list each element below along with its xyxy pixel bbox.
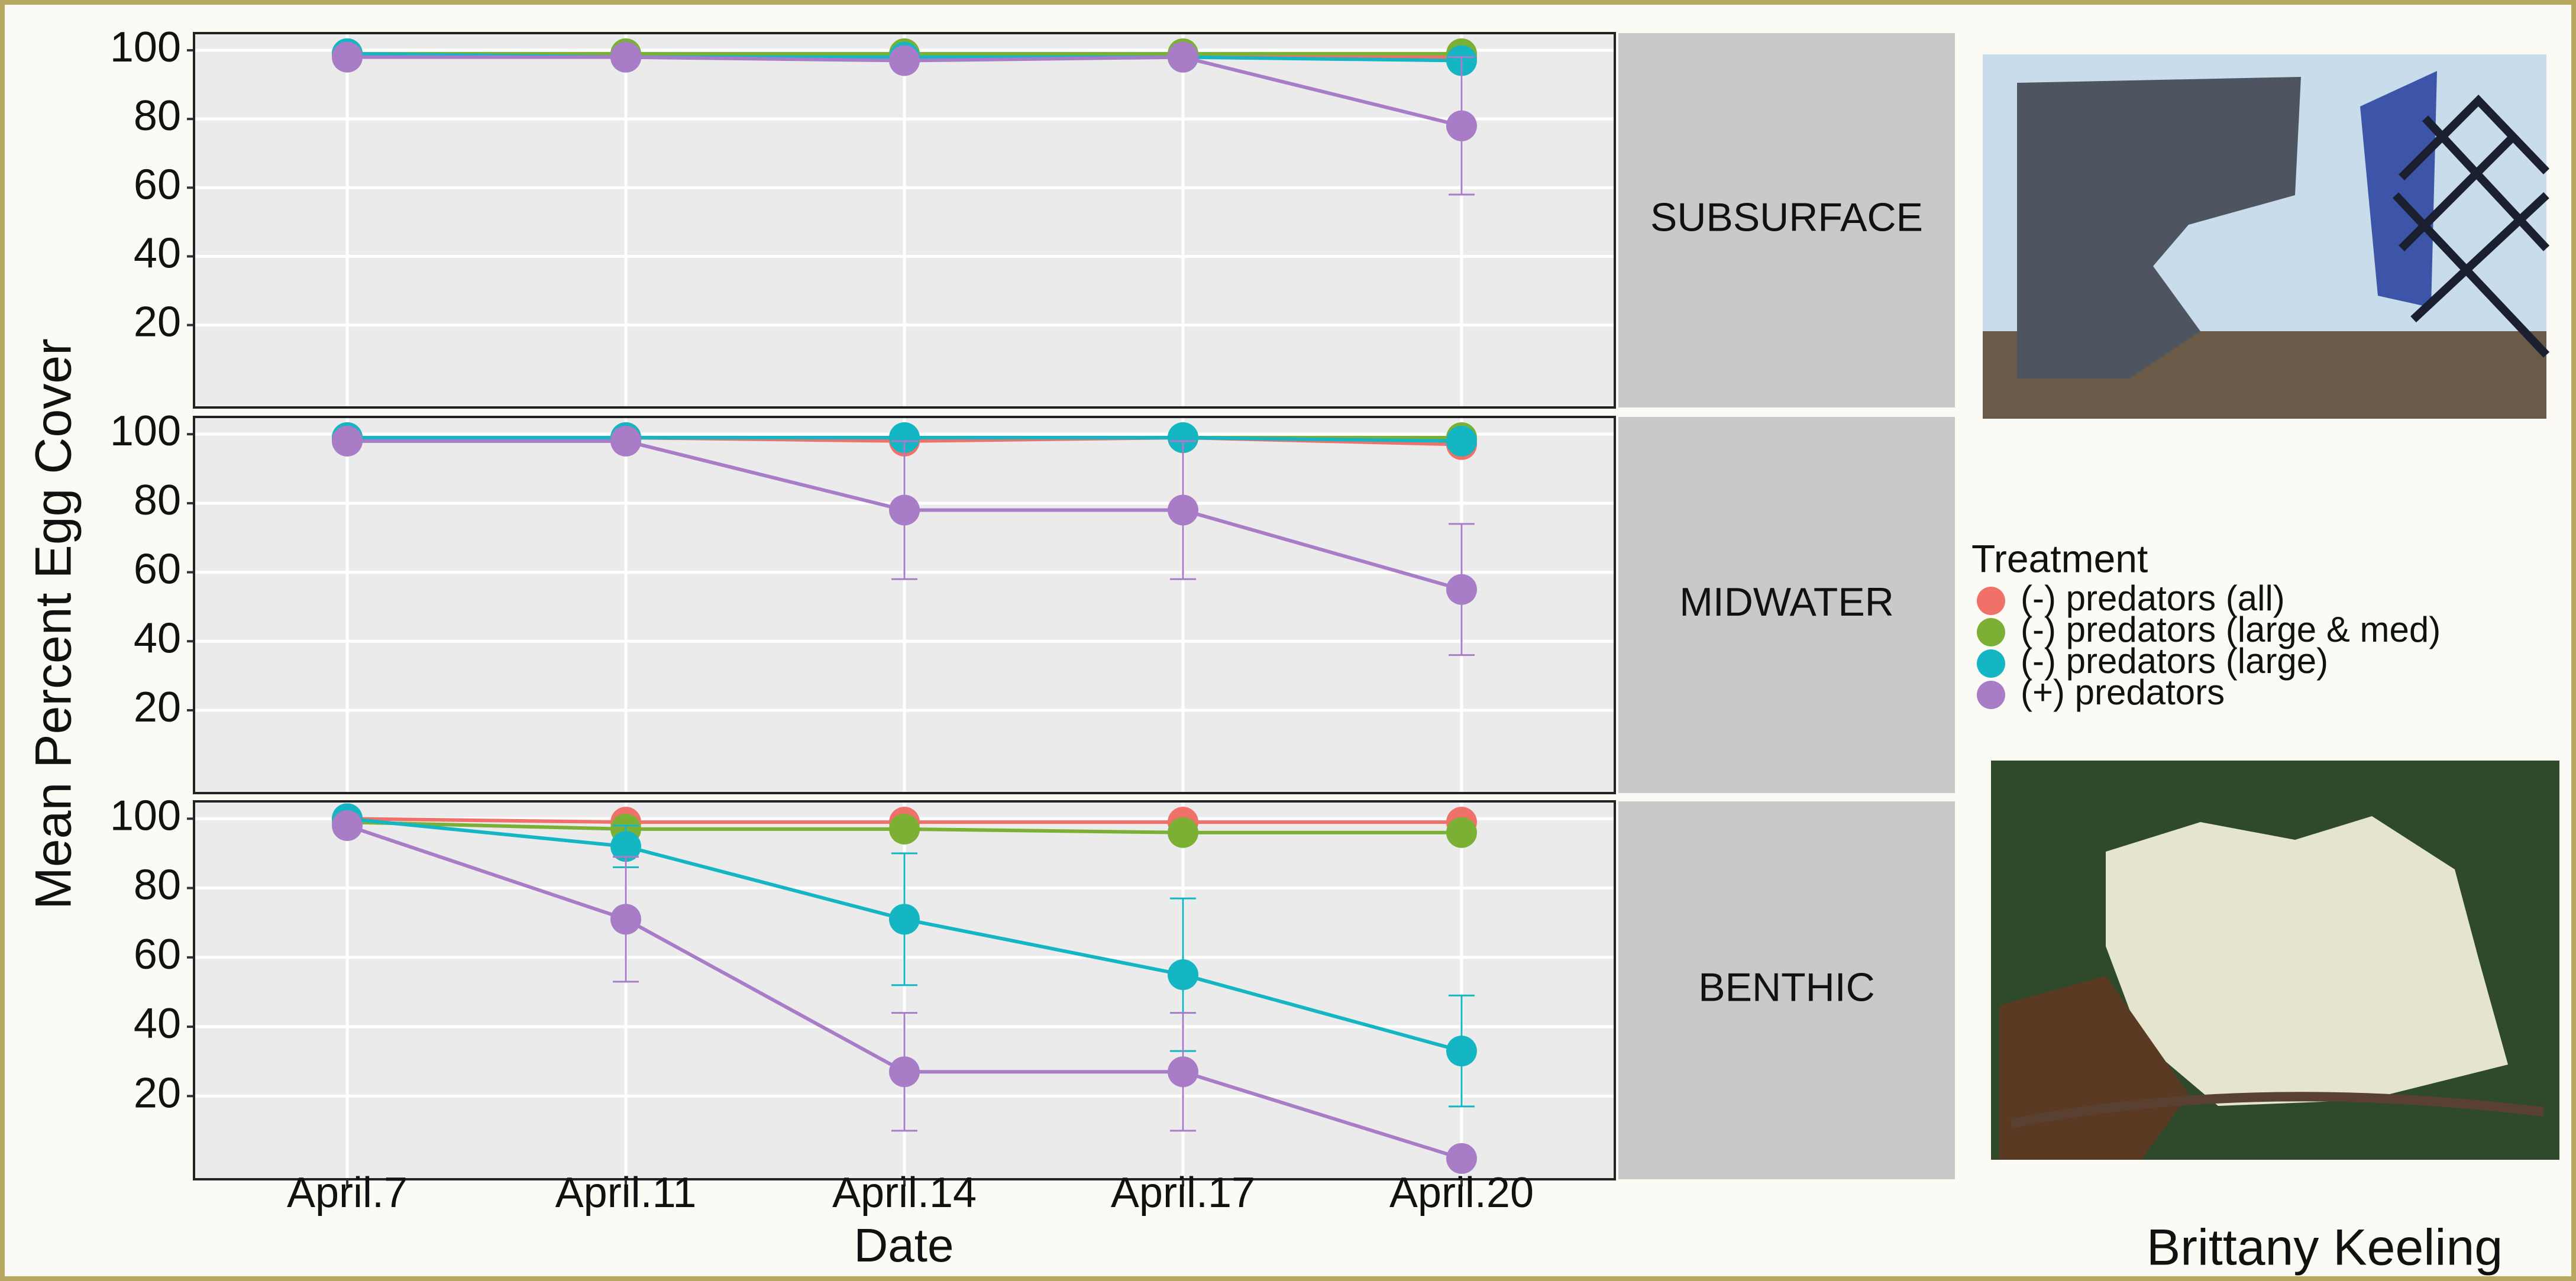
data-point (610, 42, 641, 73)
data-point (1446, 111, 1477, 141)
y-tick-label: 60 (134, 546, 181, 593)
data-point (1168, 495, 1198, 526)
facet-label: MIDWATER (1679, 580, 1894, 625)
legend-marker (1977, 618, 2005, 646)
y-tick-label: 80 (134, 862, 181, 909)
legend-marker (1977, 649, 2005, 678)
y-tick-label: 20 (134, 684, 181, 731)
y-tick-label: 40 (134, 614, 181, 662)
y-tick-label: 100 (110, 24, 181, 71)
x-tick-label: April.14 (832, 1169, 977, 1217)
y-tick-label: 20 (134, 1069, 181, 1117)
photo-bottom (1991, 761, 2559, 1160)
y-tick-label: 100 (110, 407, 181, 455)
y-tick-label: 80 (134, 477, 181, 524)
data-point (1446, 574, 1477, 605)
page: 20 40 60 80 100 SUBSURFACE 20 40 60 80 100 MIDWATER… (0, 0, 2576, 1281)
x-axis-label: Date (854, 1219, 954, 1272)
data-point (610, 426, 641, 457)
y-tick-label: 60 (134, 161, 181, 208)
x-tick-label: April.7 (287, 1169, 408, 1217)
legend-title: Treatment (1971, 536, 2148, 580)
facet-label: SUBSURFACE (1650, 195, 1923, 240)
data-point (1168, 1056, 1198, 1087)
data-point (332, 426, 363, 457)
x-tick-label: April.20 (1389, 1169, 1534, 1217)
x-tick-label: April.11 (555, 1169, 697, 1217)
photo-top (1983, 54, 2546, 419)
data-point (1168, 817, 1198, 848)
data-point (889, 45, 920, 76)
y-tick-label: 60 (134, 931, 181, 978)
facet-label: BENTHIC (1698, 965, 1874, 1010)
data-point (332, 810, 363, 841)
credit: Brittany Keeling (2147, 1219, 2503, 1276)
data-point (1168, 42, 1198, 73)
data-point (1446, 817, 1477, 848)
y-tick-label: 100 (110, 792, 181, 839)
y-tick-label: 40 (134, 1000, 181, 1047)
data-point (1168, 959, 1198, 990)
data-point (610, 904, 641, 934)
legend-marker (1977, 681, 2005, 709)
x-tick-label: April.17 (1111, 1169, 1255, 1217)
data-point (1446, 1036, 1477, 1066)
data-point (889, 1056, 920, 1087)
y-tick-label: 20 (134, 299, 181, 346)
data-point (889, 495, 920, 526)
legend-marker (1977, 587, 2005, 615)
data-point (332, 42, 363, 73)
legend-label: (+) predators (2021, 672, 2225, 712)
data-point (1446, 426, 1477, 457)
data-point (889, 904, 920, 934)
data-point (889, 814, 920, 845)
y-tick-label: 80 (134, 92, 181, 140)
y-axis-label: Mean Percent Egg Cover (25, 338, 82, 910)
y-tick-label: 40 (134, 229, 181, 277)
